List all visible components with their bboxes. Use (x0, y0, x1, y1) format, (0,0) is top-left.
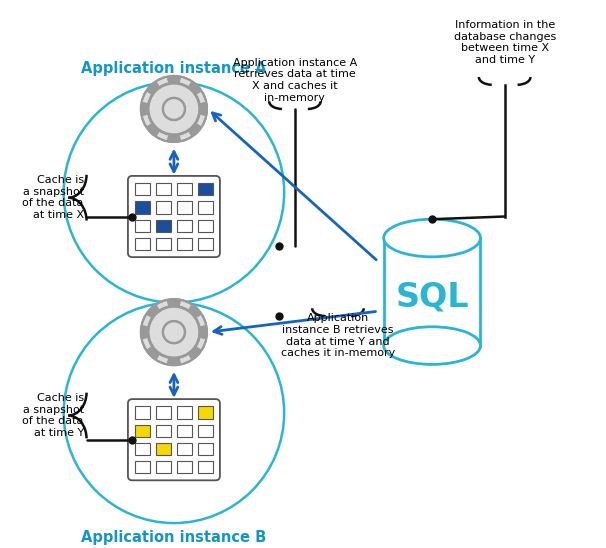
Bar (156, 220, 171, 232)
Bar (177, 220, 191, 232)
Polygon shape (186, 121, 202, 137)
Text: Application
instance B retrieves
data at time Y and
caches it in-memory: Application instance B retrieves data at… (281, 313, 395, 358)
Polygon shape (146, 81, 162, 96)
Bar (135, 407, 150, 419)
Polygon shape (196, 325, 206, 339)
Polygon shape (146, 121, 162, 137)
FancyBboxPatch shape (128, 176, 220, 257)
Circle shape (148, 306, 200, 358)
Polygon shape (167, 131, 181, 141)
Bar (135, 220, 150, 232)
Polygon shape (146, 344, 162, 360)
Text: Cache is
a snapshot
of the data
at time X: Cache is a snapshot of the data at time … (22, 175, 84, 220)
FancyBboxPatch shape (384, 238, 481, 346)
Polygon shape (196, 325, 206, 339)
Bar (156, 238, 171, 250)
Bar (177, 183, 191, 196)
Bar (177, 238, 191, 250)
Polygon shape (146, 121, 162, 137)
Ellipse shape (384, 327, 481, 364)
Bar (198, 238, 213, 250)
Text: Application instance A
retrieves data at time
X and caches it
in-memory: Application instance A retrieves data at… (233, 58, 357, 102)
Polygon shape (186, 344, 202, 360)
Polygon shape (167, 300, 181, 310)
Polygon shape (186, 304, 202, 320)
Bar (156, 443, 171, 455)
Bar (198, 201, 213, 214)
Circle shape (148, 83, 200, 135)
Circle shape (141, 76, 207, 142)
Circle shape (148, 84, 199, 134)
Bar (198, 461, 213, 473)
Bar (135, 238, 150, 250)
Polygon shape (167, 77, 181, 87)
Ellipse shape (384, 219, 481, 257)
FancyBboxPatch shape (128, 399, 220, 480)
Polygon shape (146, 304, 162, 320)
Text: Application instance B: Application instance B (81, 529, 267, 545)
Bar (135, 183, 150, 196)
Polygon shape (142, 325, 152, 339)
Circle shape (141, 299, 207, 365)
Circle shape (163, 321, 185, 343)
Bar (198, 220, 213, 232)
Polygon shape (167, 355, 181, 364)
Bar (135, 425, 150, 437)
Polygon shape (186, 81, 202, 96)
Text: Cache is
a snapshot
of the data
at time Y: Cache is a snapshot of the data at time … (22, 393, 84, 438)
Circle shape (163, 98, 185, 120)
Bar (177, 201, 191, 214)
Circle shape (148, 307, 199, 357)
Polygon shape (142, 325, 152, 339)
Circle shape (163, 98, 185, 120)
Polygon shape (146, 304, 162, 320)
Bar (156, 201, 171, 214)
Bar (198, 425, 213, 437)
Bar (156, 461, 171, 473)
Bar (135, 201, 150, 214)
Polygon shape (167, 355, 181, 364)
Polygon shape (196, 102, 206, 116)
Polygon shape (186, 121, 202, 137)
Polygon shape (146, 344, 162, 360)
Bar (198, 443, 213, 455)
Polygon shape (196, 102, 206, 116)
Text: SQL: SQL (395, 281, 469, 313)
Polygon shape (186, 81, 202, 96)
Polygon shape (167, 131, 181, 141)
Polygon shape (142, 102, 152, 116)
Bar (156, 425, 171, 437)
Bar (177, 461, 191, 473)
Bar (198, 183, 213, 196)
Bar (135, 461, 150, 473)
Polygon shape (146, 81, 162, 96)
Polygon shape (167, 77, 181, 87)
Text: Information in the
database changes
between time X
and time Y: Information in the database changes betw… (453, 20, 556, 65)
Text: Application instance A: Application instance A (81, 61, 267, 76)
Bar (135, 443, 150, 455)
Bar (156, 183, 171, 196)
Polygon shape (142, 102, 152, 116)
Polygon shape (186, 344, 202, 360)
Bar (177, 425, 191, 437)
Polygon shape (186, 304, 202, 320)
Bar (177, 407, 191, 419)
Circle shape (163, 321, 185, 343)
Bar (156, 407, 171, 419)
Polygon shape (167, 300, 181, 310)
Bar (177, 443, 191, 455)
Bar (198, 407, 213, 419)
